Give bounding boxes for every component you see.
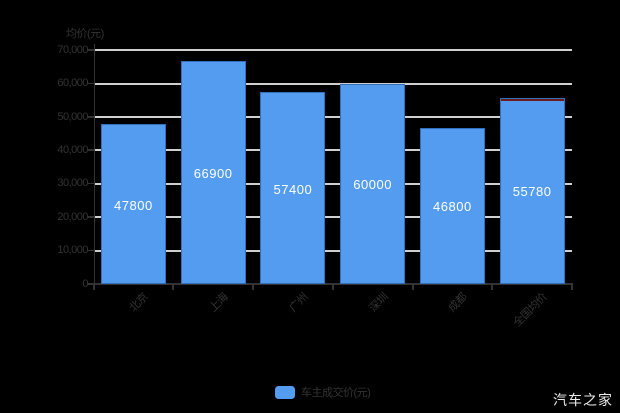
- bar-value-label: 55780: [512, 184, 552, 200]
- x-axis-category-label: 广州: [287, 291, 311, 315]
- y-axis-line: [93, 44, 95, 285]
- gridline: [93, 82, 572, 85]
- bar-4[interactable]: 46800: [419, 127, 485, 284]
- bar-0[interactable]: 47800: [100, 124, 166, 284]
- legend-swatch: [275, 385, 295, 399]
- x-axis-category-label: 全国均价: [511, 291, 550, 330]
- y-axis-tick: [87, 249, 94, 252]
- y-axis-tick-label: 0: [82, 277, 88, 290]
- bar-value-label: 66900: [193, 165, 233, 181]
- y-axis-tick-label: 30,000: [57, 177, 88, 190]
- gridline: [93, 116, 572, 118]
- bar-5[interactable]: 55780: [499, 97, 565, 284]
- x-axis-category-label: 成都: [446, 291, 470, 315]
- x-axis-tick: [172, 285, 175, 290]
- gridline: [93, 216, 572, 219]
- x-axis-tick: [571, 285, 573, 290]
- y-axis-tick: [87, 82, 94, 85]
- bar-1[interactable]: 66900: [180, 60, 246, 284]
- gridline: [93, 149, 572, 152]
- x-axis-tick: [411, 285, 414, 290]
- y-axis-tick-label: 10,000: [57, 244, 88, 257]
- x-axis-category-label: 上海: [207, 291, 231, 315]
- x-axis-line: [93, 283, 573, 285]
- x-axis-tick: [331, 285, 334, 290]
- y-axis-tick: [87, 283, 94, 285]
- y-axis-tick: [87, 116, 94, 118]
- x-axis-category-label: 北京: [127, 291, 151, 315]
- gridline: [93, 49, 572, 52]
- x-axis-tick: [491, 285, 494, 290]
- y-axis-tick-label: 70,000: [57, 43, 88, 56]
- bar-value-label: 60000: [353, 177, 392, 193]
- watermark-autohome: 汽车之家: [553, 392, 613, 408]
- x-axis-category-label: 深圳: [366, 291, 391, 315]
- bar-value-label: 46800: [433, 199, 472, 215]
- gridline: [93, 182, 572, 185]
- legend-label: 车主成交价(元): [301, 387, 371, 399]
- bar-2[interactable]: 57400: [260, 92, 326, 284]
- y-axis-tick: [87, 149, 94, 151]
- y-axis-tick: [87, 182, 94, 185]
- bar-3[interactable]: 60000: [340, 83, 406, 284]
- x-axis-tick: [92, 285, 95, 290]
- y-axis-title: 均价(元): [66, 28, 104, 40]
- average-marker-line: [500, 98, 564, 101]
- gridline: [93, 249, 572, 252]
- y-axis-tick: [87, 216, 94, 218]
- legend-item[interactable]: 车主成交价(元): [275, 384, 371, 400]
- y-axis-tick-label: 40,000: [57, 143, 88, 156]
- bar-value-label: 57400: [273, 181, 313, 197]
- x-axis-tick: [252, 285, 254, 290]
- y-axis-tick-label: 50,000: [57, 110, 88, 123]
- bar-value-label: 47800: [114, 197, 153, 213]
- y-axis-tick-label: 60,000: [57, 77, 88, 90]
- y-axis-tick-label: 20,000: [57, 210, 88, 223]
- y-axis-tick: [87, 49, 94, 51]
